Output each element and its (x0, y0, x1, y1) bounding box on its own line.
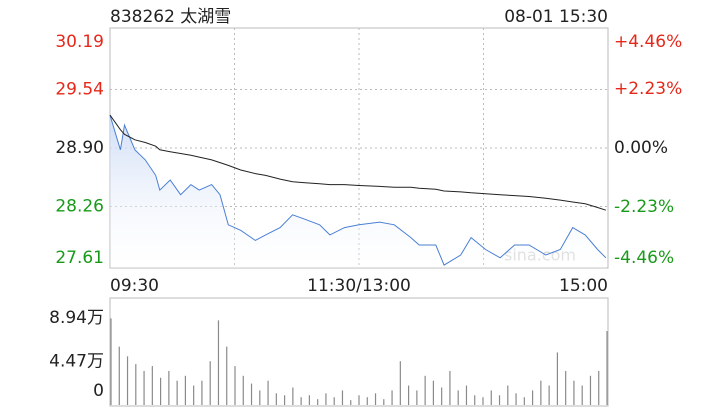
volume-bar (523, 397, 525, 405)
volume-bar (267, 380, 269, 405)
volume-bar (408, 385, 410, 405)
volume-bar (135, 364, 137, 405)
y2-tick-label: +2.23% (614, 79, 682, 99)
volume-bar (118, 346, 120, 405)
stock-title: 838262 太湖雪 (110, 7, 231, 27)
volume-bar (160, 377, 162, 405)
volume-bar (507, 385, 509, 405)
volume-bar (226, 346, 228, 405)
volume-bar (317, 399, 319, 405)
volume-bar (474, 395, 476, 405)
volume-bar (374, 393, 377, 405)
y-tick-label: 4.47万 (49, 352, 104, 372)
volume-bar (399, 361, 401, 405)
volume-bar (598, 370, 600, 405)
volume-bar (383, 399, 385, 405)
price-line (109, 114, 607, 266)
volume-bar (556, 352, 558, 405)
volume-bar (573, 380, 575, 405)
volume-bar (581, 385, 583, 405)
y-tick-label: 28.26 (55, 197, 104, 217)
volume-bar (589, 375, 592, 405)
volume-bar (366, 397, 368, 405)
volume-bar (424, 375, 426, 405)
y2-tick-label: -4.46% (614, 248, 674, 268)
volume-bar (217, 320, 220, 405)
volume-bar (498, 395, 501, 405)
volume-bar (548, 385, 550, 405)
volume-bar (341, 390, 344, 405)
volume-bar (284, 395, 286, 405)
volume-bar (540, 380, 542, 405)
volume-bar (565, 370, 567, 405)
volume-bar (250, 383, 253, 405)
volume-bar (292, 387, 294, 405)
volume-bar (457, 390, 459, 405)
y2-tick-label: 0.00% (614, 138, 668, 158)
volume-bar (143, 370, 145, 405)
y-tick-label: 28.90 (55, 138, 104, 158)
volume-bar (490, 390, 492, 405)
volume-bar (126, 356, 129, 405)
timestamp: 08-01 15:30 (504, 7, 608, 27)
y-tick-label: 0 (93, 381, 104, 401)
volume-bar (151, 366, 153, 405)
volume-bar (606, 331, 608, 405)
x-tick-label: 15:00 (559, 276, 608, 296)
y2-tick-label: +4.46% (614, 32, 682, 52)
volume-bar (110, 318, 112, 405)
y2-tick-label: -2.23% (614, 197, 674, 217)
volume-bar (449, 370, 451, 405)
volume-bar (234, 366, 236, 405)
y-tick-label: 30.19 (55, 32, 104, 52)
volume-bar (308, 395, 310, 405)
y-tick-label: 8.94万 (49, 308, 104, 328)
volume-bar (515, 393, 517, 405)
volume-bar (209, 361, 211, 405)
volume-bar (432, 380, 434, 405)
x-tick-label: 09:30 (110, 276, 159, 296)
volume-bar (176, 380, 178, 405)
volume-bar (259, 390, 261, 405)
volume-bar (193, 385, 195, 405)
volume-bar (532, 390, 534, 405)
volume-bar (168, 370, 170, 405)
volume-bar (358, 395, 360, 405)
volume-bar (416, 390, 418, 405)
volume-bar (333, 397, 335, 405)
price-area (110, 115, 606, 268)
average-line (109, 114, 607, 211)
volume-bar (184, 375, 186, 405)
volume-bar (441, 387, 443, 405)
volume-bar (300, 397, 302, 405)
volume-bar (465, 385, 468, 405)
volume-frame (109, 297, 609, 407)
y-tick-label: 27.61 (55, 248, 104, 268)
volume-bar (325, 393, 327, 405)
volume-bar (482, 397, 484, 405)
volume-bar (350, 400, 352, 405)
y-tick-label: 29.54 (55, 79, 104, 99)
x-tick-label: 11:30/13:00 (307, 276, 411, 296)
volume-bar (242, 375, 244, 405)
volume-bar (275, 393, 277, 405)
volume-bar (391, 390, 393, 405)
volume-bar (201, 380, 203, 405)
